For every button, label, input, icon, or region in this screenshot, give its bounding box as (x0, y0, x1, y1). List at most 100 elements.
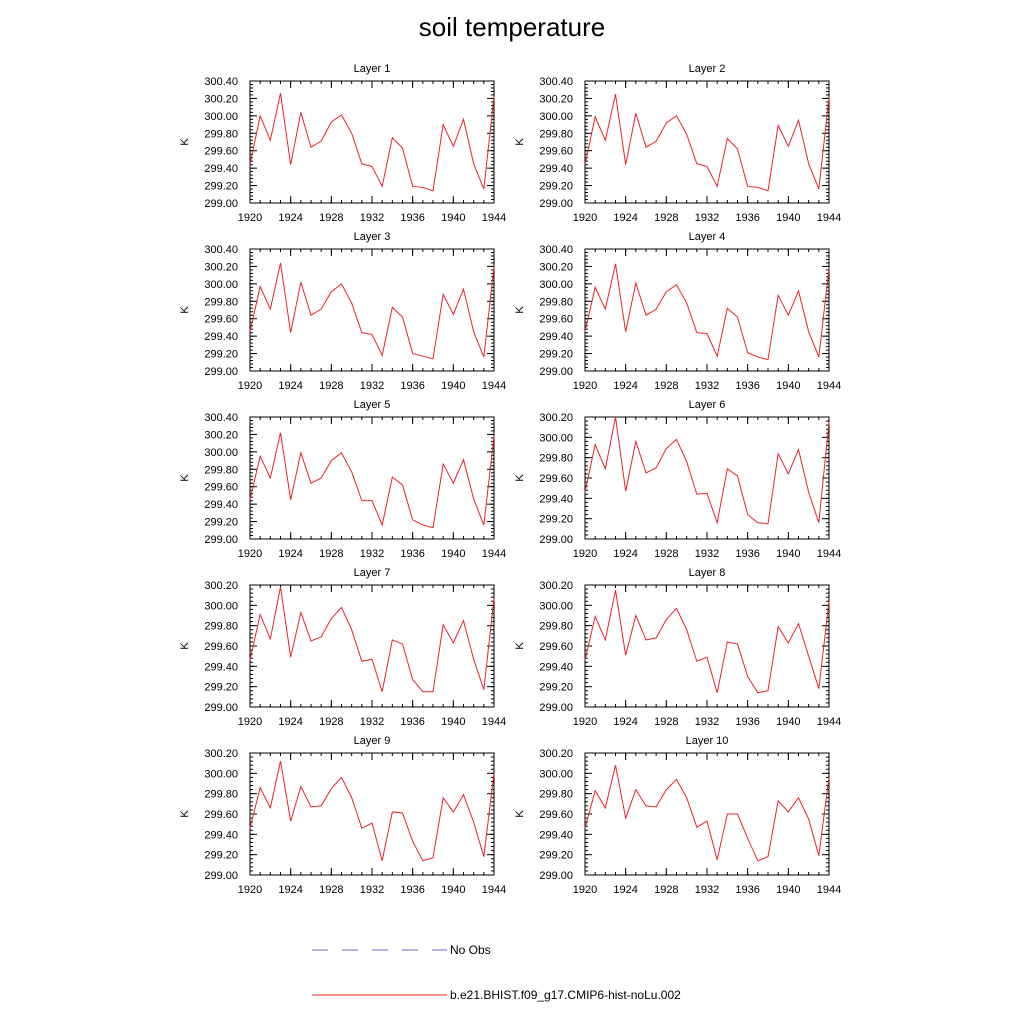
y-tick-label: 299.40 (539, 829, 573, 841)
chart-panel: Layer 5 K 1920 1924 1928 1932 1936 1940 1944 299.… (179, 399, 506, 560)
y-tick-label: 299.00 (539, 870, 573, 882)
x-tick-label: 1924 (613, 884, 637, 896)
x-tick-label: 1924 (613, 380, 637, 392)
chart-panel: Layer 2 K 1920 1924 1928 1932 1936 1940 1944 299.… (514, 63, 841, 224)
x-tick-label: 1940 (776, 212, 800, 224)
x-tick-label: 1932 (360, 212, 384, 224)
y-tick-label: 300.20 (204, 748, 238, 760)
x-tick-label: 1928 (319, 716, 343, 728)
x-tick-label: 1940 (776, 884, 800, 896)
series-line (584, 589, 830, 694)
series-line (584, 93, 830, 192)
x-tick-label: 1920 (573, 212, 597, 224)
y-tick-label: 300.40 (539, 244, 573, 256)
x-tick-label: 1928 (654, 212, 678, 224)
x-tick-label: 1940 (441, 716, 465, 728)
x-tick-label: 1920 (573, 548, 597, 560)
chart-panel: Layer 8 K 1920 1924 1928 1932 1936 1940 1944 299.… (514, 567, 841, 728)
chart-panel: Layer 10 K 1920 1924 1928 1932 1936 1940 1944 299… (514, 735, 841, 896)
y-tick-label: 299.80 (539, 453, 573, 465)
y-tick-label: 300.00 (539, 768, 573, 780)
y-tick-label: 299.40 (204, 829, 238, 841)
chart-panel: Layer 1 K 1920 1924 1928 1932 1936 1940 1944 299.… (179, 63, 506, 224)
y-tick-label: 299.00 (204, 702, 238, 714)
x-tick-label: 1936 (400, 212, 424, 224)
x-tick-label: 1944 (482, 380, 506, 392)
x-tick-label: 1924 (613, 548, 637, 560)
x-tick-label: 1920 (238, 716, 262, 728)
y-axis-label: K (179, 642, 191, 650)
chart-panel: Layer 3 K 1920 1924 1928 1932 1936 1940 1944 299.… (179, 231, 506, 392)
y-tick-label: 299.20 (204, 349, 238, 361)
y-tick-label: 299.60 (539, 809, 573, 821)
x-tick-label: 1940 (441, 884, 465, 896)
x-tick-label: 1932 (360, 716, 384, 728)
x-tick-label: 1932 (695, 884, 719, 896)
series-line (249, 432, 495, 529)
x-tick-label: 1944 (482, 548, 506, 560)
chart-panel: Layer 9 K 1920 1924 1928 1932 1936 1940 1944 299.… (179, 735, 506, 896)
x-tick-label: 1928 (319, 212, 343, 224)
x-tick-label: 1936 (735, 884, 759, 896)
x-tick-label: 1940 (441, 380, 465, 392)
y-tick-label: 300.20 (204, 261, 238, 273)
x-tick-label: 1920 (238, 884, 262, 896)
chart-panel: Layer 4 K 1920 1924 1928 1932 1936 1940 1944 299.… (514, 231, 841, 392)
x-tick-label: 1944 (482, 212, 506, 224)
y-tick-label: 300.00 (204, 111, 238, 123)
y-tick-label: 299.80 (204, 789, 238, 801)
x-tick-label: 1932 (695, 380, 719, 392)
x-tick-label: 1920 (573, 884, 597, 896)
y-tick-label: 299.20 (204, 682, 238, 694)
x-tick-label: 1936 (735, 548, 759, 560)
series-line (584, 765, 830, 862)
y-tick-label: 299.20 (204, 517, 238, 529)
panel-title: Layer 1 (354, 63, 391, 75)
y-tick-label: 299.20 (539, 349, 573, 361)
x-tick-label: 1940 (776, 380, 800, 392)
x-tick-label: 1928 (319, 548, 343, 560)
y-axis-label: K (514, 306, 526, 314)
y-tick-label: 299.60 (204, 641, 238, 653)
y-axis-label: K (179, 306, 191, 314)
series-line (584, 263, 830, 361)
y-tick-label: 300.20 (539, 261, 573, 273)
x-tick-label: 1928 (654, 716, 678, 728)
x-tick-label: 1928 (319, 380, 343, 392)
panel-title: Layer 9 (354, 735, 391, 747)
x-tick-label: 1932 (695, 716, 719, 728)
y-tick-label: 299.40 (539, 163, 573, 175)
x-tick-label: 1944 (817, 548, 841, 560)
y-tick-label: 299.00 (539, 366, 573, 378)
y-tick-label: 300.00 (204, 600, 238, 612)
panel-title: Layer 7 (354, 567, 391, 579)
y-axis-label: K (514, 474, 526, 482)
x-tick-label: 1924 (278, 884, 302, 896)
y-tick-label: 299.80 (204, 621, 238, 633)
x-tick-label: 1936 (400, 716, 424, 728)
x-tick-label: 1928 (654, 380, 678, 392)
y-tick-label: 299.00 (539, 702, 573, 714)
y-tick-label: 299.60 (204, 482, 238, 494)
y-tick-label: 300.20 (204, 429, 238, 441)
y-tick-label: 300.00 (539, 279, 573, 291)
x-tick-label: 1924 (278, 212, 302, 224)
y-tick-label: 299.60 (539, 641, 573, 653)
y-tick-label: 299.80 (539, 296, 573, 308)
y-tick-label: 300.00 (204, 768, 238, 780)
series-line (584, 416, 830, 525)
panel-title: Layer 4 (689, 231, 726, 243)
y-axis-label: K (179, 810, 191, 818)
y-tick-label: 299.00 (204, 870, 238, 882)
x-tick-label: 1928 (319, 884, 343, 896)
y-tick-label: 299.20 (539, 181, 573, 193)
y-tick-label: 300.00 (539, 111, 573, 123)
x-tick-label: 1936 (400, 380, 424, 392)
y-tick-label: 299.40 (204, 163, 238, 175)
x-tick-label: 1932 (360, 548, 384, 560)
y-tick-label: 299.20 (539, 514, 573, 526)
y-axis-label: K (179, 138, 191, 146)
